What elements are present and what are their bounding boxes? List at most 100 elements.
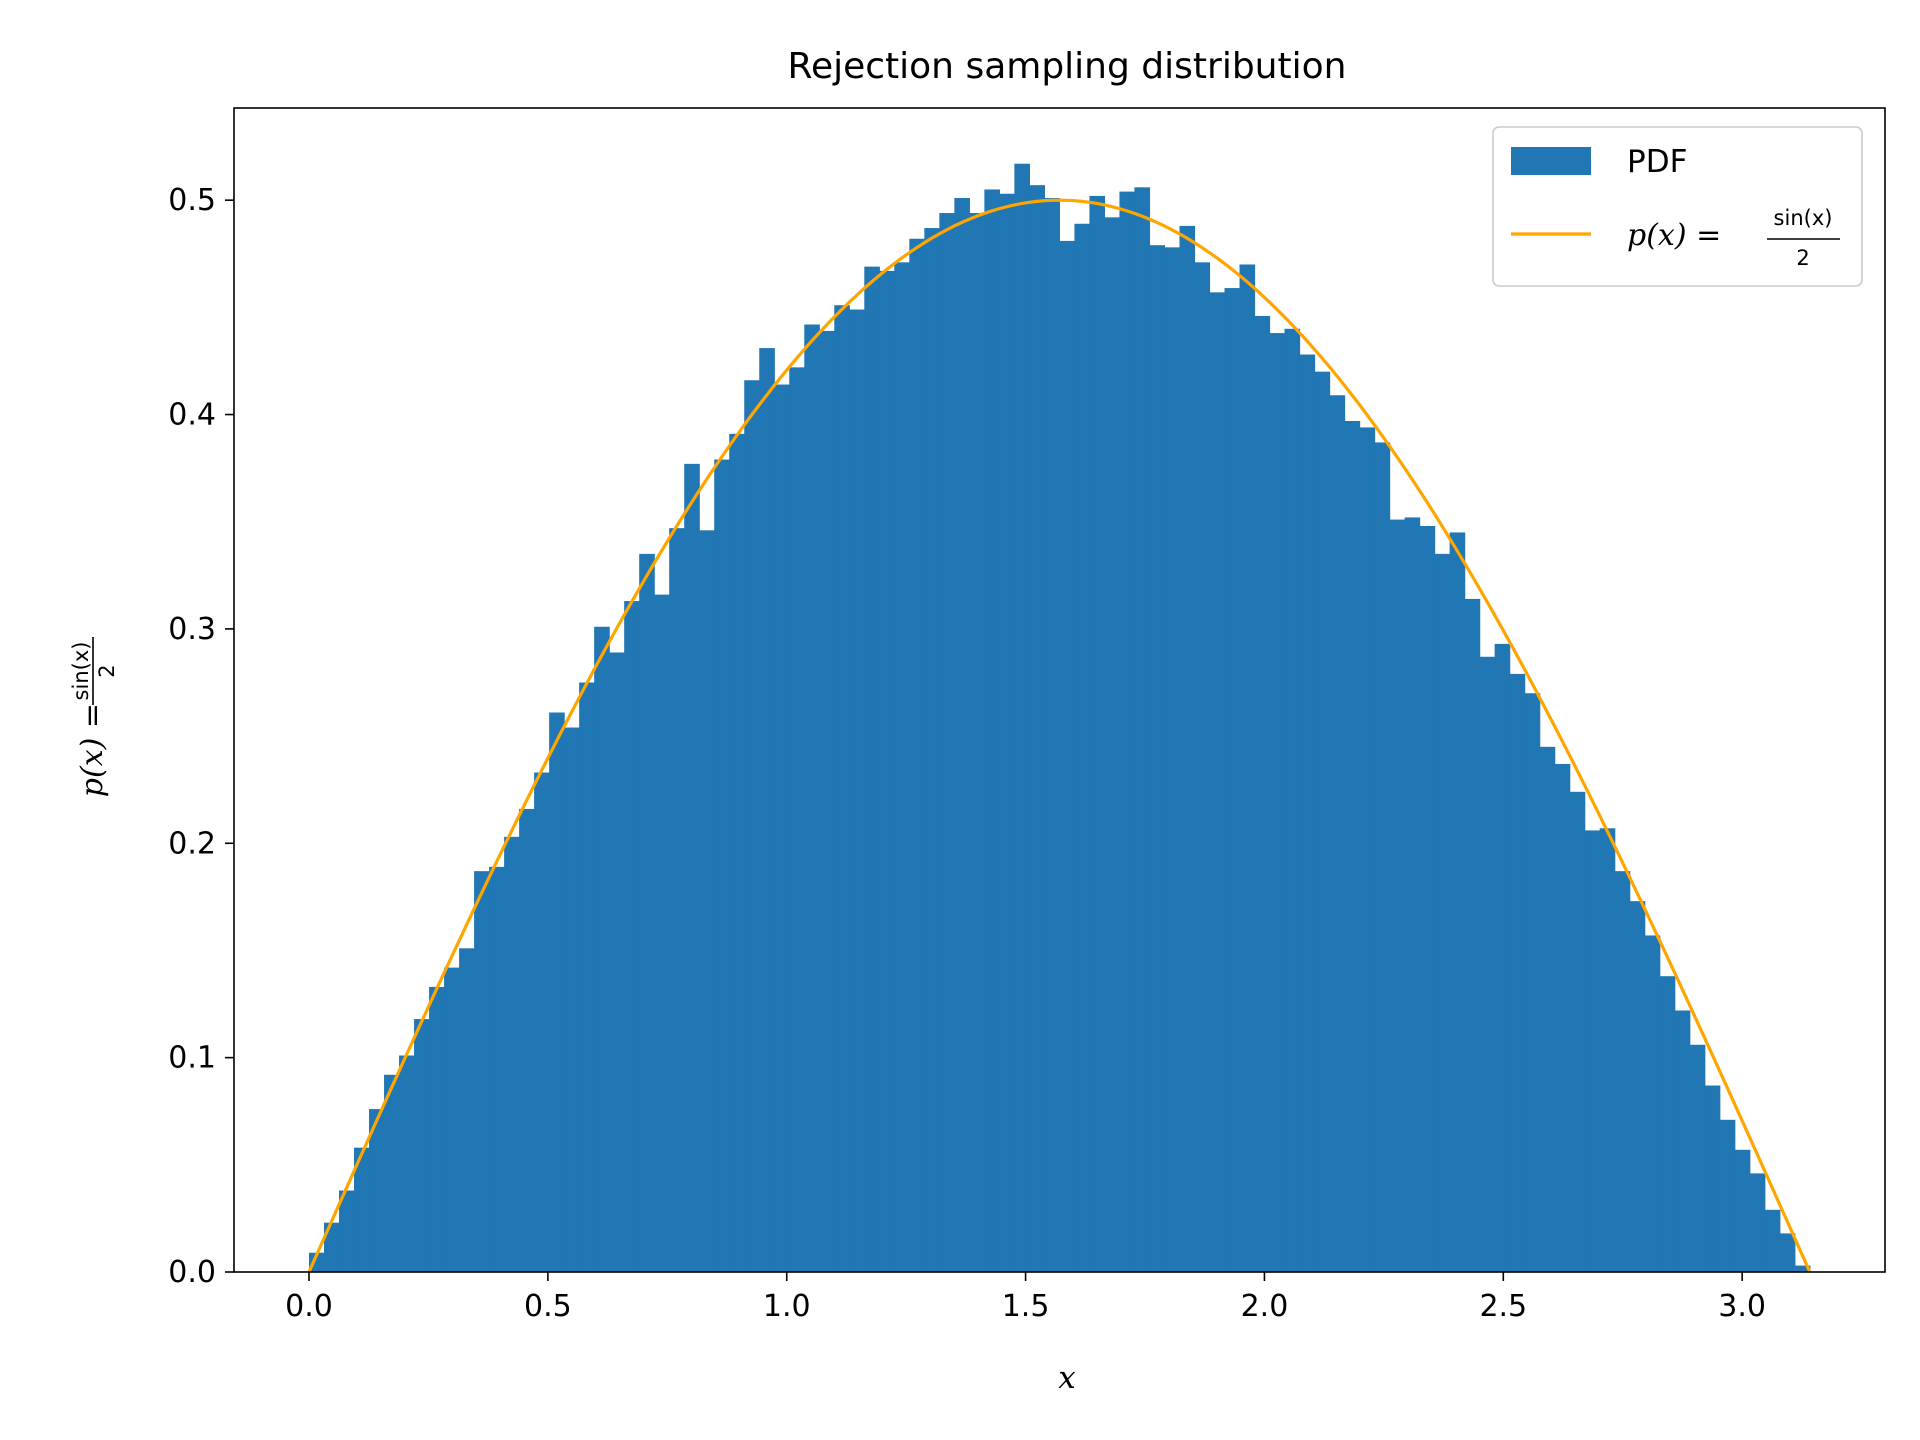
histogram-bar [1449,532,1466,1272]
histogram-bar [774,384,790,1272]
chart-title: Rejection sampling distribution [788,46,1347,87]
histogram-bar [1779,1233,1796,1272]
plot-area [233,107,1886,1273]
histogram-bar [1194,262,1211,1273]
histogram-bar [579,682,595,1272]
y-tick-label: 0.4 [168,398,216,433]
histogram-bar [1764,1209,1781,1272]
histogram-bar [954,198,970,1272]
x-tick-label: 1.0 [763,1289,811,1324]
histogram-bar [969,213,985,1272]
histogram-bar [939,213,955,1272]
histogram-bar [1104,217,1121,1273]
histogram-bar [1149,245,1166,1273]
histogram-bar [1569,791,1586,1272]
x-axis-ticks: 0.0 0.5 1.0 1.5 2.0 2.5 3.0 [285,1272,1766,1324]
legend: PDF p(x) = sin(x) 2 [1492,126,1863,287]
axes-frame [233,107,1886,1273]
histogram-bar [459,948,475,1272]
histogram-bar [594,626,610,1272]
histogram-bar [1254,315,1271,1272]
histogram-bar [564,727,580,1272]
histogram-bar [1644,935,1661,1272]
histogram-bar [429,986,445,1272]
histogram-bar [1374,442,1391,1272]
histogram-bar [1479,656,1496,1272]
histogram-bar [804,324,820,1272]
histogram-bar [1389,519,1406,1272]
histogram-bar [1419,526,1436,1272]
y-axis-label-denominator: 2 [95,664,119,677]
histogram-bar [1179,225,1196,1272]
histogram-bar [729,433,745,1273]
x-tick-label: 1.5 [1002,1289,1050,1324]
histogram-bar [1284,328,1301,1272]
histogram-bar [789,367,805,1272]
histogram-bar [1659,976,1676,1272]
histogram-bar [1404,517,1421,1272]
histogram-bar [1119,191,1136,1273]
y-tick-label: 0.0 [168,1255,216,1290]
histogram-bar [1494,643,1511,1272]
histogram-bar [879,270,895,1272]
histogram-bar [489,866,505,1272]
histogram-bar [1674,1010,1691,1272]
y-axis-label-numerator: sin(x) [69,642,93,701]
y-axis-label: p(x) = sin(x) 2 [69,637,119,797]
histogram-bar [1299,354,1316,1272]
histogram-bar [1524,693,1541,1272]
histogram-bar [1539,746,1556,1272]
histogram-bar [444,967,460,1272]
histogram-bar [1239,264,1256,1272]
histogram-bar [639,553,655,1272]
histogram-bar [534,772,550,1272]
histogram-bar [1209,292,1226,1273]
histogram-bar [519,808,535,1272]
y-tick-label: 0.5 [168,183,216,218]
histogram-bar [999,193,1015,1272]
histogram-bar [399,1055,415,1272]
histogram-bar [1134,187,1151,1272]
histogram-bar [714,459,730,1272]
y-axis-ticks: 0.0 0.1 0.2 0.3 0.4 0.5 [168,183,234,1290]
histogram-bar [1329,395,1346,1272]
x-tick-label: 0.0 [285,1289,333,1324]
histogram-bar [1509,673,1526,1272]
histogram-bar [1044,198,1060,1272]
histogram-bar [474,871,490,1272]
histogram-bar [819,330,835,1272]
x-axis-label: x [1058,1360,1076,1396]
histogram-bar [624,601,640,1272]
histogram-bar [1584,830,1601,1272]
histogram-bar [1089,195,1106,1272]
histogram-bar [1269,333,1286,1273]
histogram-bar [759,348,775,1273]
histogram-bar [414,1019,430,1272]
histogram-bar [1689,1044,1706,1272]
histogram-bar [1749,1173,1766,1272]
histogram-bar [864,266,880,1272]
histogram-bar [1464,598,1481,1272]
histogram-bar [1074,223,1091,1272]
legend-label-line-denominator: 2 [1796,246,1809,270]
histogram-bar [1029,185,1045,1272]
x-tick-label: 0.5 [524,1289,572,1324]
histogram-bar [669,528,685,1272]
histogram-bar [324,1222,340,1272]
histogram-bar [744,380,760,1272]
histogram-bar [849,309,865,1272]
histogram-bar [384,1074,400,1272]
histogram-bar [1014,163,1030,1273]
y-tick-label: 0.2 [168,826,216,861]
histogram-bar [1629,901,1646,1272]
x-tick-label: 2.0 [1241,1289,1289,1324]
histogram-bar [699,530,715,1272]
histogram-bar [1434,553,1451,1272]
histogram-bar [1554,763,1571,1272]
sin-curve-line [307,198,1812,1273]
histogram-bar [684,463,700,1273]
legend-label-line-lhs: p(x) = [1627,218,1721,253]
histogram-bar [1164,247,1181,1273]
histogram-bar [1794,1265,1811,1272]
histogram-bar [1719,1119,1736,1272]
